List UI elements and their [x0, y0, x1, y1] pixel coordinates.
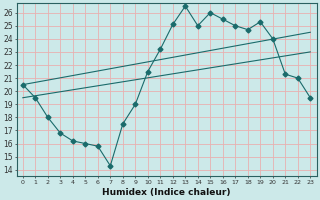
X-axis label: Humidex (Indice chaleur): Humidex (Indice chaleur) — [102, 188, 231, 197]
